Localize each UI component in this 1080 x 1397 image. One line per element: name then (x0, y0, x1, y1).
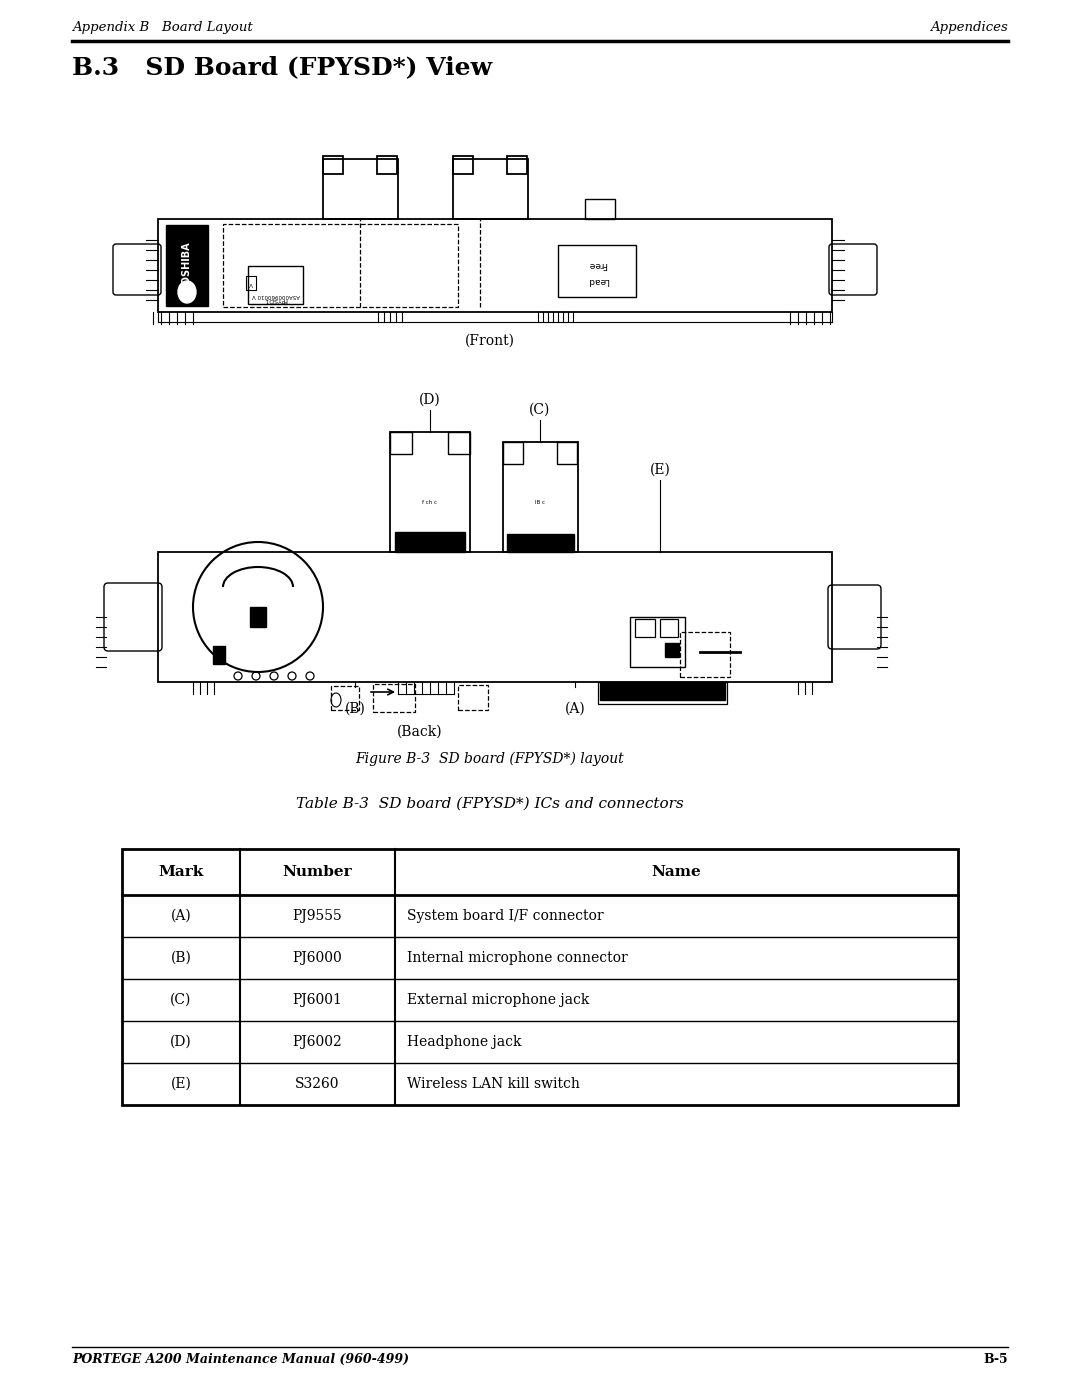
Bar (122, 849, 958, 1105)
Bar (598, 682, 727, 704)
Bar (458, 685, 488, 710)
Bar (166, 225, 208, 306)
Bar (222, 224, 458, 307)
Text: FPYSD1: FPYSD1 (265, 298, 287, 302)
Bar (453, 156, 473, 175)
Text: (D): (D) (171, 1035, 192, 1049)
Bar (249, 608, 266, 627)
Text: Number: Number (283, 865, 352, 879)
Bar (373, 685, 415, 712)
Bar (600, 682, 725, 700)
Text: PJ6002: PJ6002 (293, 1035, 342, 1049)
Bar (323, 156, 343, 175)
Bar (585, 198, 615, 219)
Bar (213, 645, 225, 664)
Ellipse shape (178, 281, 195, 303)
Text: Appendices: Appendices (930, 21, 1008, 34)
Text: Headphone jack: Headphone jack (407, 1035, 522, 1049)
Bar (507, 156, 527, 175)
Bar (453, 159, 528, 219)
Text: Table B-3  SD board (FPYSD*) ICs and connectors: Table B-3 SD board (FPYSD*) ICs and conn… (296, 798, 684, 812)
Bar (330, 686, 359, 710)
Text: S3260: S3260 (295, 1077, 340, 1091)
Text: (Back): (Back) (397, 725, 443, 739)
Text: f ch c: f ch c (422, 500, 437, 504)
Text: (E): (E) (649, 462, 671, 476)
Text: (A): (A) (565, 703, 585, 717)
Text: PJ6001: PJ6001 (293, 993, 342, 1007)
Text: (A): (A) (171, 909, 191, 923)
Text: B.3   SD Board (FPYSD*) View: B.3 SD Board (FPYSD*) View (72, 54, 492, 80)
Bar (558, 244, 636, 298)
Bar (630, 617, 685, 666)
Text: Wireless LAN kill switch: Wireless LAN kill switch (407, 1077, 580, 1091)
Text: PJ6000: PJ6000 (293, 951, 342, 965)
Text: System board I/F connector: System board I/F connector (407, 909, 604, 923)
Text: TOSHIBA: TOSHIBA (183, 242, 192, 289)
Bar (660, 619, 678, 637)
Text: (Front): (Front) (465, 334, 515, 348)
Text: (B): (B) (345, 703, 365, 717)
Bar (248, 265, 303, 305)
Text: (C): (C) (171, 993, 191, 1007)
Bar (448, 432, 470, 454)
Bar (503, 441, 578, 552)
Text: PORTEGE A200 Maintenance Manual (960-499): PORTEGE A200 Maintenance Manual (960-499… (72, 1354, 409, 1366)
Bar (246, 277, 256, 291)
Text: (C): (C) (529, 402, 551, 416)
Text: PJ9555: PJ9555 (293, 909, 342, 923)
Bar (665, 643, 679, 657)
Bar (323, 159, 399, 219)
Text: Name: Name (651, 865, 701, 879)
Bar (390, 432, 470, 552)
Bar (635, 619, 654, 637)
Text: A5A000960010 V: A5A000960010 V (252, 293, 300, 298)
Text: (D): (D) (419, 393, 441, 407)
Text: Lead: Lead (588, 277, 609, 285)
Text: V: V (249, 281, 253, 285)
Bar (377, 156, 397, 175)
Bar (390, 432, 411, 454)
Text: B-5: B-5 (984, 1354, 1008, 1366)
Bar (680, 631, 730, 678)
Text: Appendix B   Board Layout: Appendix B Board Layout (72, 21, 253, 34)
Bar (158, 219, 832, 312)
Text: Internal microphone connector: Internal microphone connector (407, 951, 627, 965)
Text: Figure B-3  SD board (FPYSD*) layout: Figure B-3 SD board (FPYSD*) layout (355, 752, 624, 767)
Text: Mark: Mark (159, 865, 204, 879)
Text: (B): (B) (171, 951, 191, 965)
Text: (E): (E) (171, 1077, 191, 1091)
Bar (503, 441, 523, 464)
Text: External microphone jack: External microphone jack (407, 993, 590, 1007)
Bar (557, 441, 577, 464)
Bar (395, 532, 465, 552)
Bar (158, 552, 832, 682)
Text: Free: Free (589, 260, 608, 270)
Bar (507, 534, 573, 552)
Text: IB c: IB c (535, 500, 545, 504)
